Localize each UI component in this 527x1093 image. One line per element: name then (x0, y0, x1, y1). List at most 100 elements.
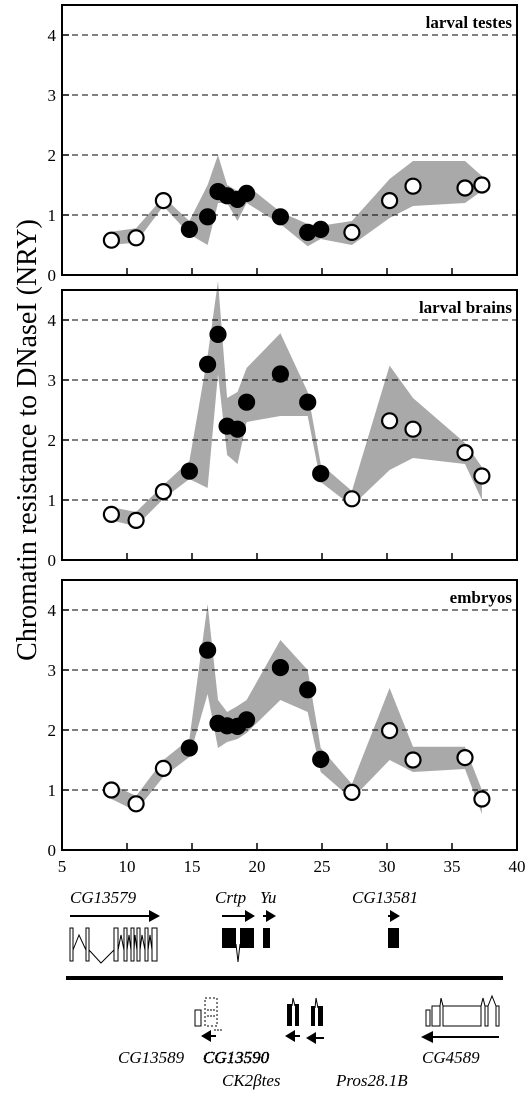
data-point-open (343, 223, 361, 241)
panel-1: 0 1 2 3 4 larval brains (48, 281, 518, 570)
panel-2: 0 1 2 3 4 embryos (48, 579, 518, 860)
panel-0: 0 1 2 3 4 larval testes (48, 4, 518, 285)
data-point-filled (180, 739, 198, 757)
data-point-filled (199, 641, 217, 659)
data-point-open (381, 192, 399, 210)
data-point-open (154, 483, 172, 501)
gene-map: CG13579 Crtp Y (66, 888, 503, 1090)
gene-label-cg13581: CG13581 (352, 888, 418, 907)
data-point-open (473, 467, 491, 485)
data-point-open (154, 759, 172, 778)
data-point-open (473, 176, 491, 194)
gene-label-yu: Yu (260, 888, 276, 907)
y-tick-label: 0 (48, 841, 57, 860)
y-tick-label: 4 (48, 26, 57, 45)
gene-label-cg13590: CG13590 (203, 1048, 270, 1067)
data-point-open (456, 748, 474, 767)
y-tick-label: 2 (48, 146, 57, 165)
panel-frame (61, 4, 518, 276)
data-point-open (343, 783, 361, 802)
data-point-filled (312, 220, 330, 238)
data-point-filled (209, 325, 227, 343)
data-point-open (381, 412, 399, 430)
y-axis-label: Chromatin resistance to DNaseI (NRY) (12, 219, 43, 661)
data-point-filled (271, 658, 289, 677)
data-point-filled (238, 711, 256, 729)
gene-arrowhead-cg13589 (201, 1030, 211, 1042)
y-tick-label: 2 (48, 431, 57, 450)
gene-arrowhead-pros28-1b (306, 1032, 316, 1044)
data-point-open (456, 444, 474, 462)
data-point-open (154, 192, 172, 210)
x-tick-label: 30 (379, 857, 396, 876)
y-tick-label: 1 (48, 491, 57, 510)
panel-title: larval brains (419, 298, 512, 317)
gene-model-pros28-1b (311, 997, 323, 1026)
gene-label-pros28-1b: Pros28.1B (335, 1071, 408, 1090)
panel-frame (61, 579, 518, 851)
x-tick-label: 10 (119, 857, 136, 876)
y-tick-label: 4 (48, 311, 57, 330)
y-tick-label: 3 (48, 661, 57, 680)
gene-model-cg4589 (425, 994, 500, 1027)
data-point-filled (299, 393, 317, 411)
data-point-filled (299, 681, 317, 699)
data-point-filled (271, 365, 289, 383)
gene-arrowhead-cg4589 (421, 1031, 433, 1043)
panel-frame (61, 289, 518, 561)
data-point-filled (228, 420, 247, 438)
gene-arrowhead-yu (266, 910, 276, 922)
gene-model-ck2btes (287, 997, 299, 1026)
data-point-open (456, 179, 474, 197)
x-tick-label: 35 (444, 857, 461, 876)
gene-label-ck2btes: CK2βtes (222, 1071, 281, 1090)
panel-title: larval testes (426, 13, 513, 32)
y-tick-label: 1 (48, 781, 57, 800)
x-tick-label: 40 (509, 857, 526, 876)
data-point-open (473, 790, 491, 808)
x-tick-label: 25 (314, 857, 331, 876)
data-point-filled (312, 465, 330, 483)
data-point-filled (238, 393, 256, 411)
data-point-open (127, 229, 145, 247)
data-point-open (404, 177, 422, 195)
data-point-filled (238, 184, 256, 202)
data-point-open (404, 420, 422, 438)
gene-model-cg13589 (194, 997, 218, 1027)
x-axis-ticks: 5 10 15 20 25 30 35 40 (58, 857, 526, 876)
gene-arrowhead-crtp (245, 910, 255, 922)
panel-title: embryos (450, 588, 513, 607)
gene-arrowhead-cg13579 (149, 910, 160, 922)
gene-model-cg13579 (69, 927, 158, 964)
data-point-open (102, 505, 121, 524)
y-tick-label: 3 (48, 371, 57, 390)
x-tick-label: 15 (184, 857, 201, 876)
gene-label-cg13589: CG13589 (118, 1048, 185, 1067)
data-point-open (343, 490, 361, 508)
y-tick-label: 4 (48, 601, 57, 620)
data-point-open (127, 795, 145, 813)
y-tick-label: 1 (48, 206, 57, 225)
variability-band (111, 604, 482, 814)
gene-arrowhead-ck2btes (285, 1030, 295, 1042)
gene-label-cg13579: CG13579 (70, 888, 137, 907)
gene-arrowhead-cg13581 (390, 910, 400, 922)
data-point-filled (199, 355, 217, 373)
y-tick-label: 2 (48, 721, 57, 740)
gene-label-cg4589: CG4589 (422, 1048, 480, 1067)
data-point-open (404, 751, 422, 769)
gene-model-yu (263, 928, 270, 948)
gene-label-crtp: Crtp (215, 888, 246, 907)
y-tick-label: 0 (48, 266, 57, 285)
x-tick-label: 20 (249, 857, 266, 876)
variability-band (111, 281, 482, 527)
data-point-filled (199, 208, 217, 226)
data-point-filled (271, 208, 289, 226)
y-tick-label: 3 (48, 86, 57, 105)
gene-model-crtp (222, 928, 254, 963)
data-point-open (381, 721, 399, 740)
data-point-filled (180, 462, 198, 480)
x-tick-label: 5 (58, 857, 67, 876)
data-point-open (102, 781, 121, 799)
